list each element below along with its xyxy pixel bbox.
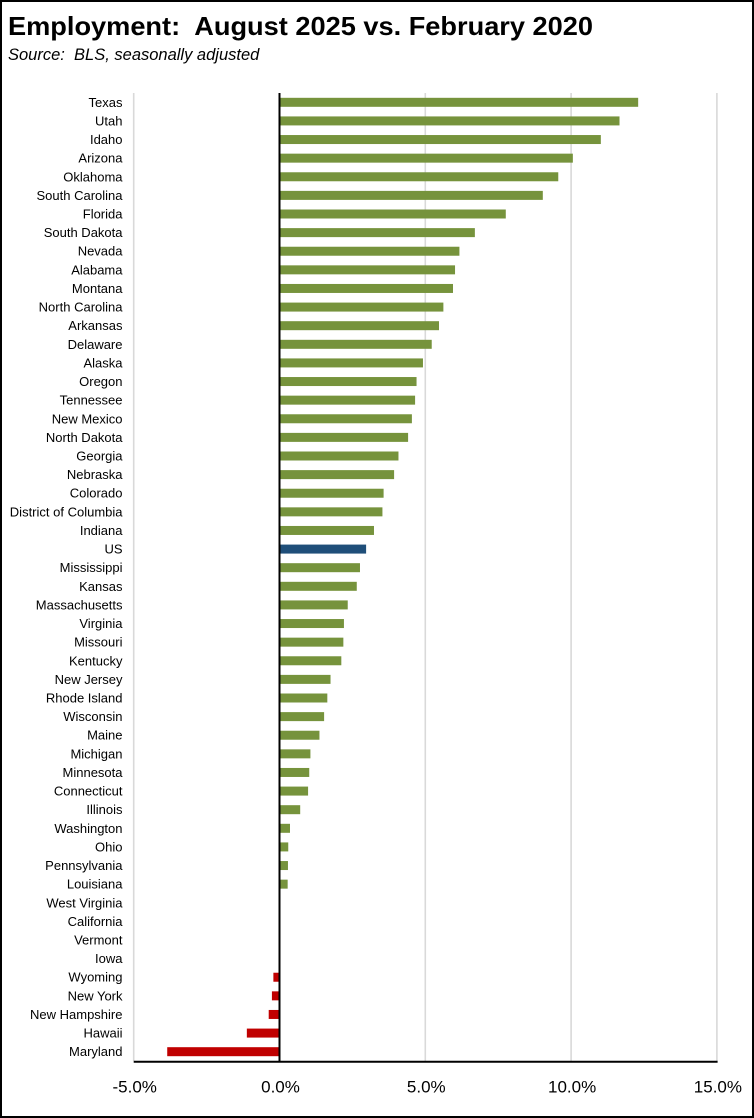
svg-text:California: California xyxy=(68,914,124,929)
svg-text:Alaska: Alaska xyxy=(83,355,123,370)
svg-text:Source: BLS, seasonally adjus: Source: BLS, seasonally adjusted xyxy=(8,46,260,64)
svg-text:Hawaii: Hawaii xyxy=(83,1026,122,1041)
svg-text:Indiana: Indiana xyxy=(80,523,123,538)
svg-text:North Dakota: North Dakota xyxy=(46,430,123,445)
svg-text:New Jersey: New Jersey xyxy=(55,672,123,687)
svg-text:Missouri: Missouri xyxy=(74,635,123,650)
svg-text:Oklahoma: Oklahoma xyxy=(63,169,123,184)
svg-text:Rhode Island: Rhode Island xyxy=(46,691,123,706)
svg-text:15.0%: 15.0% xyxy=(694,1078,742,1097)
svg-text:Delaware: Delaware xyxy=(68,337,123,352)
svg-text:-5.0%: -5.0% xyxy=(112,1078,156,1097)
svg-text:10.0%: 10.0% xyxy=(548,1078,596,1097)
svg-text:District of Columbia: District of Columbia xyxy=(10,504,123,519)
svg-text:Colorado: Colorado xyxy=(70,486,123,501)
svg-text:5.0%: 5.0% xyxy=(407,1078,446,1097)
svg-text:North Carolina: North Carolina xyxy=(39,300,124,315)
svg-text:Arkansas: Arkansas xyxy=(68,318,123,333)
svg-text:Illinois: Illinois xyxy=(86,802,123,817)
svg-text:Mississippi: Mississippi xyxy=(60,560,123,575)
svg-text:Wyoming: Wyoming xyxy=(68,970,122,985)
svg-text:Nebraska: Nebraska xyxy=(67,467,123,482)
svg-text:Michigan: Michigan xyxy=(70,746,122,761)
svg-text:New Mexico: New Mexico xyxy=(52,411,123,426)
svg-text:Utah: Utah xyxy=(95,113,122,128)
svg-text:Arizona: Arizona xyxy=(78,151,123,166)
svg-text:Vermont: Vermont xyxy=(74,933,123,948)
svg-text:Florida: Florida xyxy=(83,207,124,222)
svg-text:Texas: Texas xyxy=(89,95,123,110)
svg-text:Nevada: Nevada xyxy=(78,244,124,259)
svg-text:Georgia: Georgia xyxy=(76,449,123,464)
svg-text:Montana: Montana xyxy=(72,281,123,296)
svg-text:Employment: August 2025 vs. F: Employment: August 2025 vs. February 202… xyxy=(8,11,593,41)
svg-text:Minnesota: Minnesota xyxy=(63,765,124,780)
svg-text:Oregon: Oregon xyxy=(79,374,122,389)
svg-text:Iowa: Iowa xyxy=(95,951,123,966)
svg-text:Maryland: Maryland xyxy=(69,1044,122,1059)
svg-text:Washington: Washington xyxy=(54,821,122,836)
svg-text:Idaho: Idaho xyxy=(90,132,123,147)
svg-text:West Virginia: West Virginia xyxy=(46,895,123,910)
svg-text:Massachusetts: Massachusetts xyxy=(36,597,123,612)
svg-text:0.0%: 0.0% xyxy=(261,1078,300,1097)
svg-text:US: US xyxy=(104,542,122,557)
svg-text:Kansas: Kansas xyxy=(79,579,123,594)
svg-text:Wisconsin: Wisconsin xyxy=(63,709,122,724)
svg-text:Connecticut: Connecticut xyxy=(54,784,123,799)
svg-text:Virginia: Virginia xyxy=(79,616,123,631)
svg-text:Kentucky: Kentucky xyxy=(69,653,123,668)
svg-text:South Carolina: South Carolina xyxy=(37,188,124,203)
svg-text:Louisiana: Louisiana xyxy=(67,877,123,892)
svg-text:Tennessee: Tennessee xyxy=(60,393,123,408)
svg-text:New Hampshire: New Hampshire xyxy=(30,1007,122,1022)
svg-text:Maine: Maine xyxy=(87,728,122,743)
svg-text:Alabama: Alabama xyxy=(71,262,123,277)
svg-text:Pennsylvania: Pennsylvania xyxy=(45,858,123,873)
svg-text:Ohio: Ohio xyxy=(95,839,122,854)
svg-text:New York: New York xyxy=(68,988,123,1003)
svg-text:South Dakota: South Dakota xyxy=(44,225,124,240)
